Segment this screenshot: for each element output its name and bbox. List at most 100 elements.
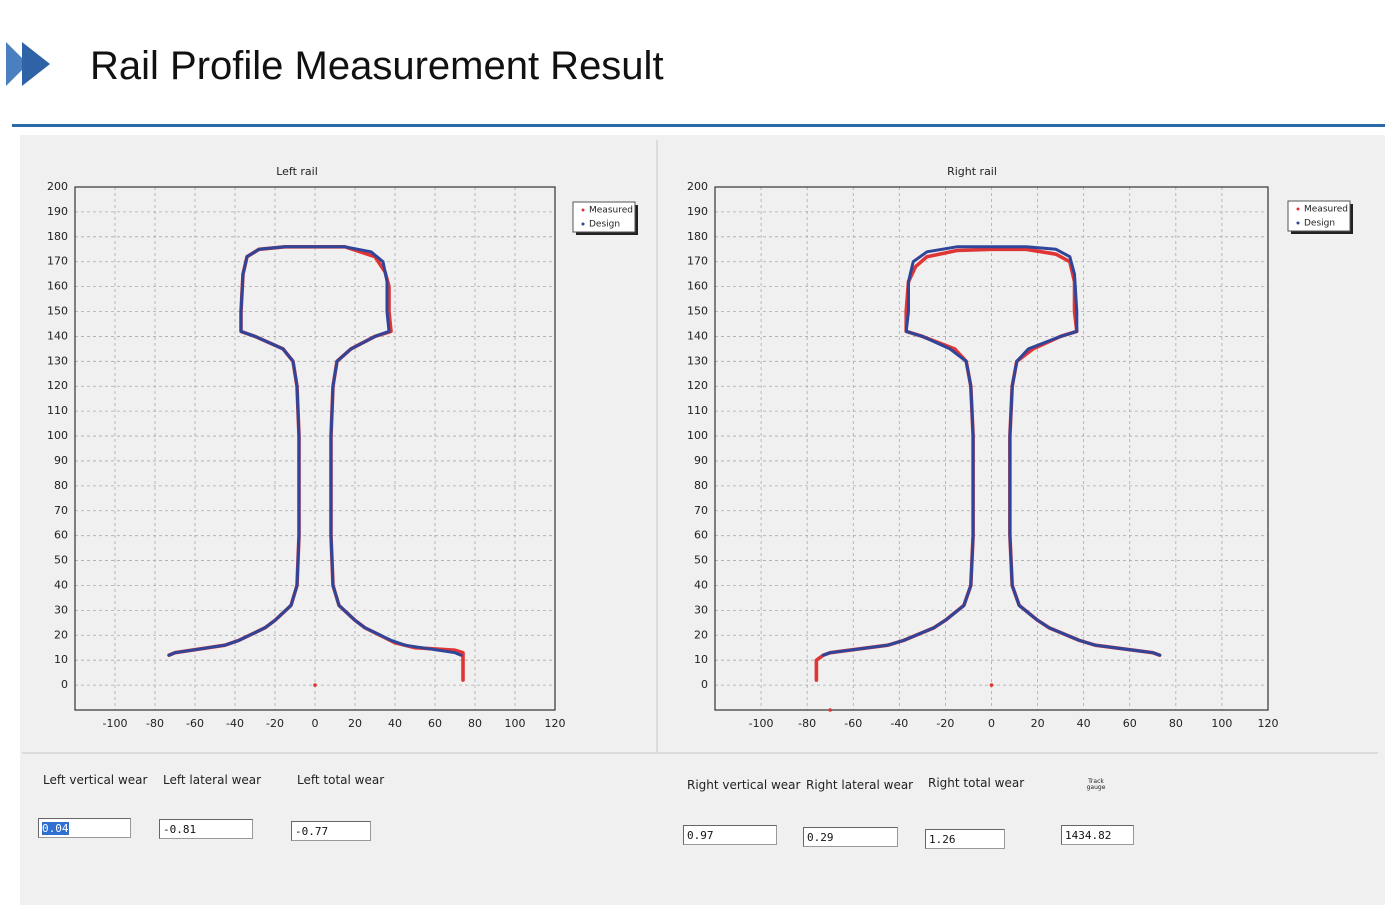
x-tick-label: 20 bbox=[348, 717, 362, 730]
y-tick-label: 110 bbox=[687, 404, 708, 417]
y-tick-label: 150 bbox=[687, 305, 708, 318]
y-tick-label: 140 bbox=[687, 329, 708, 342]
y-tick-label: 120 bbox=[47, 379, 68, 392]
plot-area bbox=[715, 187, 1268, 710]
series-line bbox=[167, 245, 463, 657]
field-input[interactable]: 1434.82 bbox=[1061, 825, 1134, 845]
field-label: Track gauge bbox=[1086, 778, 1106, 791]
plot-frame bbox=[714, 186, 1269, 711]
x-tick-label: 100 bbox=[505, 717, 526, 730]
y-tick-label: 200 bbox=[47, 180, 68, 193]
field-label: Left vertical wear bbox=[43, 773, 148, 787]
field-label: Left lateral wear bbox=[163, 773, 262, 787]
y-tick-label: 200 bbox=[687, 180, 708, 193]
y-tick-label: 0 bbox=[701, 678, 708, 691]
legend-marker bbox=[1296, 207, 1300, 211]
legend-box bbox=[1287, 200, 1351, 232]
chart-title: Left rail bbox=[276, 165, 318, 178]
field-input[interactable]: -0.77 bbox=[291, 821, 371, 841]
legend-marker bbox=[581, 208, 585, 212]
chart-title: Right rail bbox=[947, 165, 997, 178]
x-tick-label: 120 bbox=[545, 717, 566, 730]
y-tick-label: 180 bbox=[687, 230, 708, 243]
field-label: Right total wear bbox=[928, 776, 1025, 790]
y-tick-label: 100 bbox=[687, 429, 708, 442]
x-tick-label: -80 bbox=[798, 717, 816, 730]
x-tick-label: 40 bbox=[1077, 717, 1091, 730]
y-tick-label: 20 bbox=[694, 628, 708, 641]
field-value: -0.81 bbox=[163, 823, 197, 836]
y-tick-label: 90 bbox=[54, 454, 68, 467]
y-tick-label: 40 bbox=[694, 578, 708, 591]
x-tick-label: 60 bbox=[1123, 717, 1137, 730]
field-input[interactable]: -0.81 bbox=[159, 819, 253, 839]
y-tick-label: 30 bbox=[54, 603, 68, 616]
header-icon bbox=[6, 42, 50, 86]
x-tick-label: -20 bbox=[266, 717, 284, 730]
legend-label: Measured bbox=[1304, 205, 1348, 215]
y-tick-label: 60 bbox=[694, 529, 708, 542]
field-label: Left total wear bbox=[297, 773, 385, 787]
x-tick-label: -40 bbox=[890, 717, 908, 730]
y-tick-label: 160 bbox=[687, 280, 708, 293]
y-tick-label: 110 bbox=[47, 404, 68, 417]
y-tick-label: 120 bbox=[687, 379, 708, 392]
x-tick-label: -20 bbox=[936, 717, 954, 730]
field-value: 1.26 bbox=[929, 833, 956, 846]
y-tick-label: 50 bbox=[54, 554, 68, 567]
y-tick-label: 30 bbox=[694, 603, 708, 616]
field-input[interactable]: 0.97 bbox=[683, 825, 777, 845]
y-tick-label: 190 bbox=[47, 205, 68, 218]
page-title: Rail Profile Measurement Result bbox=[90, 44, 664, 88]
y-tick-label: 90 bbox=[694, 454, 708, 467]
y-tick-label: 50 bbox=[694, 554, 708, 567]
x-tick-label: 80 bbox=[468, 717, 482, 730]
x-tick-label: -40 bbox=[226, 717, 244, 730]
y-tick-label: 80 bbox=[54, 479, 68, 492]
x-tick-label: 40 bbox=[388, 717, 402, 730]
legend-marker bbox=[581, 222, 585, 226]
y-tick-label: 150 bbox=[47, 305, 68, 318]
x-tick-label: -100 bbox=[749, 717, 774, 730]
y-tick-label: 180 bbox=[47, 230, 68, 243]
x-tick-label: -60 bbox=[844, 717, 862, 730]
y-tick-label: 80 bbox=[694, 479, 708, 492]
y-tick-label: 60 bbox=[54, 529, 68, 542]
y-tick-label: 130 bbox=[47, 354, 68, 367]
x-tick-label: -100 bbox=[103, 717, 128, 730]
field-value: 0.04 bbox=[42, 822, 69, 835]
y-tick-label: 0 bbox=[61, 678, 68, 691]
field-value: 1434.82 bbox=[1065, 829, 1112, 842]
y-tick-label: 140 bbox=[47, 329, 68, 342]
x-tick-label: 100 bbox=[1211, 717, 1232, 730]
plot-area bbox=[75, 187, 555, 710]
y-tick-label: 160 bbox=[47, 280, 68, 293]
field-input[interactable]: 0.29 bbox=[803, 827, 898, 847]
field-value: -0.77 bbox=[295, 825, 329, 838]
y-tick-label: 40 bbox=[54, 578, 68, 591]
field-input[interactable]: 1.26 bbox=[925, 829, 1005, 849]
x-tick-label: 80 bbox=[1169, 717, 1183, 730]
legend-box bbox=[572, 201, 636, 233]
x-tick-label: 0 bbox=[312, 717, 319, 730]
x-tick-label: -60 bbox=[186, 717, 204, 730]
legend-label: Design bbox=[1304, 219, 1335, 229]
y-tick-label: 130 bbox=[687, 354, 708, 367]
field-label: Right vertical wear bbox=[687, 778, 801, 792]
y-tick-label: 70 bbox=[694, 504, 708, 517]
legend-label: Design bbox=[589, 220, 620, 230]
x-tick-label: 0 bbox=[988, 717, 995, 730]
x-tick-label: -80 bbox=[146, 717, 164, 730]
field-value: 0.97 bbox=[687, 829, 714, 842]
y-tick-label: 170 bbox=[47, 255, 68, 268]
y-tick-label: 190 bbox=[687, 205, 708, 218]
field-value: 0.29 bbox=[807, 831, 834, 844]
field-input[interactable]: 0.04 bbox=[38, 818, 131, 838]
x-tick-label: 120 bbox=[1258, 717, 1279, 730]
legend-marker bbox=[1296, 221, 1300, 225]
x-tick-label: 60 bbox=[428, 717, 442, 730]
y-tick-label: 10 bbox=[54, 653, 68, 666]
y-tick-label: 100 bbox=[47, 429, 68, 442]
